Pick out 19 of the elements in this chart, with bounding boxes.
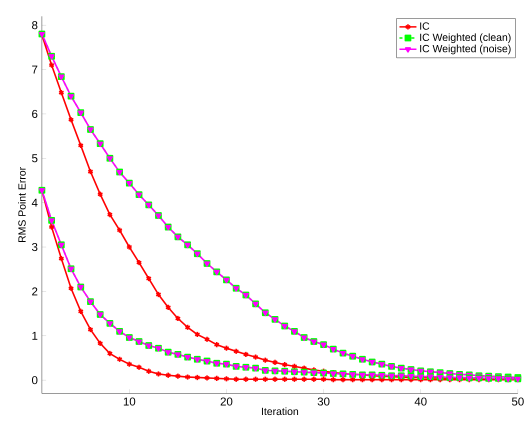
y-tick-label: 4 xyxy=(32,198,38,207)
x-tick-label: 50 xyxy=(512,397,524,406)
x-tick-label: 10 xyxy=(124,397,136,406)
y-tick-label: 6 xyxy=(32,110,38,118)
x-tick-label: 30 xyxy=(318,397,330,406)
legend-label: IC xyxy=(420,22,430,30)
legend-label: IC Weighted (noise) xyxy=(420,44,511,54)
y-tick-label: 2 xyxy=(32,287,38,296)
y-tick-label: 3 xyxy=(32,242,38,252)
x-tick-label: 20 xyxy=(220,397,232,406)
y-tick-label: 0 xyxy=(32,376,38,384)
y-tick-label: 1 xyxy=(32,332,38,340)
legend-label: IC Weighted (clean) xyxy=(420,33,511,44)
y-axis-title: RMS Point Error xyxy=(18,167,26,242)
x-tick-label: 40 xyxy=(414,397,427,406)
x-axis-title: Iteration xyxy=(262,407,298,416)
y-tick-label: 5 xyxy=(32,154,38,162)
y-tick-label: 8 xyxy=(32,21,38,30)
y-tick-label: 7 xyxy=(32,66,38,74)
